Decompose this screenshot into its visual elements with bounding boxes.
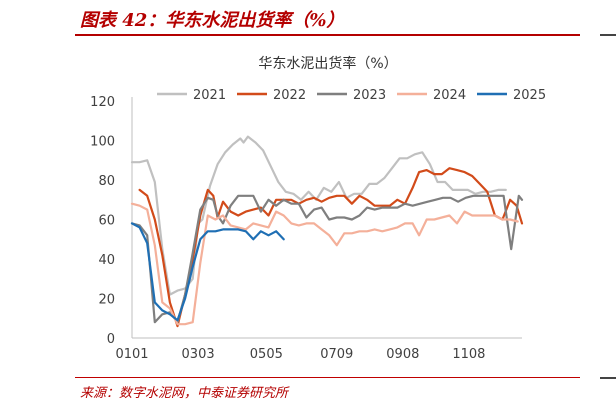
- legend-label-2024: 2024: [433, 88, 466, 103]
- y-tick-label: 60: [98, 214, 115, 229]
- legend-label-2025: 2025: [513, 88, 546, 103]
- x-tick-label: 0505: [250, 347, 283, 362]
- y-tick-label: 20: [98, 293, 115, 308]
- adjacent-figure-edge-top: [600, 34, 616, 36]
- y-axis: 0 20 40 60 80 100 120: [90, 95, 133, 347]
- series-line-2021: [130, 135, 507, 296]
- series-line-2024: [130, 202, 519, 326]
- series-line-2022: [138, 167, 524, 328]
- series-line-2023: [130, 194, 524, 324]
- figure-title: 图表 42：华东水泥出货率（%）: [80, 10, 345, 31]
- chart-title: 华东水泥出货率（%）: [258, 55, 397, 72]
- adjacent-figure-edge-bottom: [600, 377, 616, 379]
- title-underline: [75, 34, 580, 36]
- x-tick-label: 0303: [182, 347, 215, 362]
- y-tick-label: 80: [98, 174, 115, 189]
- y-tick-label: 0: [107, 332, 115, 347]
- series-line-2025: [130, 222, 285, 322]
- y-tick-label: 100: [90, 135, 115, 150]
- source-note: 来源：数字水泥网，中泰证券研究所: [80, 386, 289, 401]
- x-tick-label: 0908: [386, 347, 419, 362]
- y-tick-label: 120: [90, 95, 115, 110]
- source-divider: [75, 377, 580, 378]
- plot-lines: [130, 135, 524, 328]
- legend-label-2022: 2022: [273, 88, 306, 103]
- x-axis: 0101 0303 0505 0709 0908 1108: [115, 337, 522, 362]
- legend-label-2021: 2021: [193, 88, 226, 103]
- x-tick-label: 0101: [115, 347, 148, 362]
- y-tick-label: 40: [98, 253, 115, 268]
- x-tick-label: 1108: [452, 347, 485, 362]
- x-tick-label: 0709: [320, 347, 353, 362]
- legend-label-2023: 2023: [353, 88, 386, 103]
- chart-legend: 2021 2022 2023 2024 2025: [157, 88, 546, 103]
